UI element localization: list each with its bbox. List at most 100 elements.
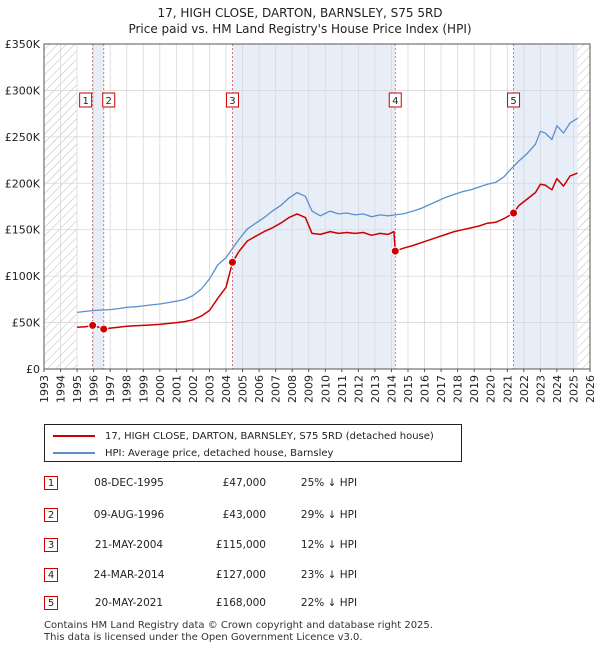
- x-tick-label: 1996: [88, 375, 101, 403]
- sale-number: 4: [44, 568, 58, 582]
- x-tick-label: 2016: [419, 375, 432, 403]
- legend-swatch-property: [53, 435, 95, 437]
- x-tick-label: 2019: [468, 375, 481, 403]
- sale-marker: [227, 257, 237, 267]
- sale-marker: [88, 320, 98, 330]
- table-row: 3 21-MAY-2004 £115,000 12% ↓ HPI: [44, 538, 424, 554]
- x-tick-label: 2022: [518, 375, 531, 403]
- sale-price: £43,000: [222, 509, 266, 521]
- x-tick-label: 2006: [253, 375, 266, 403]
- x-tick-label: 2015: [402, 375, 415, 403]
- sale-label: 2: [102, 92, 116, 108]
- sale-label-box: [225, 92, 239, 108]
- x-tick-label: 2014: [385, 375, 398, 403]
- ownership-period: [232, 44, 396, 369]
- sale-price: £115,000: [215, 539, 266, 551]
- table-row: 4 24-MAR-2014 £127,000 23% ↓ HPI: [44, 568, 424, 584]
- sale-date: 21-MAY-2004: [94, 539, 164, 551]
- y-tick-label: £50K: [12, 317, 41, 330]
- x-tick-label: 1998: [121, 375, 134, 403]
- table-row: 5 20-MAY-2021 £168,000 22% ↓ HPI: [44, 596, 424, 612]
- sale-label: 4: [388, 92, 402, 108]
- sale-label-box: [388, 92, 402, 108]
- sale-marker: [509, 208, 519, 218]
- chart-legend: 17, HIGH CLOSE, DARTON, BARNSLEY, S75 5R…: [44, 424, 462, 462]
- x-tick-label: 2021: [501, 375, 514, 403]
- legend-item-hpi: HPI: Average price, detached house, Barn…: [53, 445, 333, 461]
- sale-date: 08-DEC-1995: [94, 477, 164, 489]
- sale-hpi-diff: 22% ↓ HPI: [300, 597, 358, 609]
- sale-label-box: [79, 92, 93, 108]
- footer-licence: This data is licensed under the Open Gov…: [44, 632, 363, 643]
- x-tick-label: 2012: [352, 375, 365, 403]
- chart-title: 17, HIGH CLOSE, DARTON, BARNSLEY, S75 5R…: [157, 6, 443, 20]
- hpi-line: [77, 117, 578, 314]
- sale-marker: [390, 246, 400, 256]
- x-tick-label: 2002: [187, 375, 200, 403]
- sale-label-text: 4: [392, 96, 398, 107]
- x-tick-label: 2020: [485, 375, 498, 403]
- x-tick-label: 2018: [452, 375, 465, 403]
- sale-hpi-diff: 12% ↓ HPI: [300, 539, 358, 551]
- y-tick-label: £300K: [5, 84, 41, 97]
- footer-copyright: Contains HM Land Registry data © Crown c…: [44, 620, 433, 631]
- x-tick-label: 2000: [154, 375, 167, 403]
- legend-item-property: 17, HIGH CLOSE, DARTON, BARNSLEY, S75 5R…: [53, 428, 434, 444]
- x-tick-label: 1995: [71, 375, 84, 403]
- x-tick-label: 2009: [303, 375, 316, 403]
- footer: Contains HM Land Registry data © Crown c…: [44, 620, 433, 644]
- y-tick-label: £100K: [5, 270, 41, 283]
- sale-label: 5: [507, 92, 521, 108]
- sale-date: 24-MAR-2014: [93, 569, 165, 581]
- sale-label-text: 3: [229, 96, 235, 107]
- sale-label-text: 1: [82, 96, 88, 107]
- ownership-period: [92, 44, 104, 369]
- sale-date: 09-AUG-1996: [93, 509, 165, 521]
- x-tick-label: 2023: [534, 375, 547, 403]
- sale-price: £127,000: [215, 569, 266, 581]
- x-tick-label: 2007: [270, 375, 283, 403]
- sale-number: 3: [44, 538, 58, 552]
- sale-price: £168,000: [215, 597, 266, 609]
- x-tick-label: 2008: [286, 375, 299, 403]
- table-row: 1 08-DEC-1995 £47,000 25% ↓ HPI: [44, 476, 424, 492]
- y-tick-label: £200K: [5, 177, 41, 190]
- sale-label-text: 2: [106, 96, 112, 107]
- price-chart: 1 2 3 4 5 £0 £50K £100K £150K £200K £250K £300K £35…: [5, 38, 597, 403]
- x-tick-label: 2025: [567, 375, 580, 403]
- sale-label: 1: [79, 92, 93, 108]
- sale-label-text: 5: [510, 96, 516, 107]
- x-tick-label: 2005: [237, 375, 250, 403]
- legend-label-hpi: HPI: Average price, detached house, Barn…: [105, 447, 334, 459]
- x-tick-label: 2024: [551, 375, 564, 403]
- sale-hpi-diff: 29% ↓ HPI: [300, 509, 358, 521]
- sale-date: 20-MAY-2021: [94, 597, 164, 609]
- y-tick-label: £150K: [5, 224, 41, 237]
- y-tick-label: £350K: [5, 38, 41, 51]
- plot-frame: [43, 43, 591, 370]
- x-tick-label: 2017: [435, 375, 448, 403]
- x-tick-label: 2026: [584, 375, 597, 403]
- x-tick-label: 2010: [319, 375, 332, 403]
- x-tick-label: 2013: [369, 375, 382, 403]
- x-tick-label: 2001: [170, 375, 183, 403]
- no-data-region-end: [577, 44, 590, 369]
- y-tick-label: £250K: [5, 131, 41, 144]
- sale-label: 3: [225, 92, 239, 108]
- sale-hpi-diff: 25% ↓ HPI: [300, 477, 358, 489]
- sale-label-box: [102, 92, 116, 108]
- sale-number: 2: [44, 508, 58, 522]
- x-tick-label: 1999: [137, 375, 150, 403]
- x-tick-label: 2011: [336, 375, 349, 403]
- sale-number: 1: [44, 476, 58, 490]
- sale-label-box: [507, 92, 521, 108]
- sale-number: 5: [44, 596, 58, 610]
- sale-hpi-diff: 23% ↓ HPI: [300, 569, 358, 581]
- x-tick-label: 1994: [55, 375, 68, 403]
- ownership-period: [513, 44, 578, 369]
- y-tick-label: £0: [26, 363, 40, 376]
- legend-swatch-hpi: [53, 452, 95, 454]
- x-tick-label: 2004: [220, 375, 233, 403]
- x-tick-label: 2003: [203, 375, 216, 403]
- chart-subtitle: Price paid vs. HM Land Registry's House …: [128, 22, 472, 36]
